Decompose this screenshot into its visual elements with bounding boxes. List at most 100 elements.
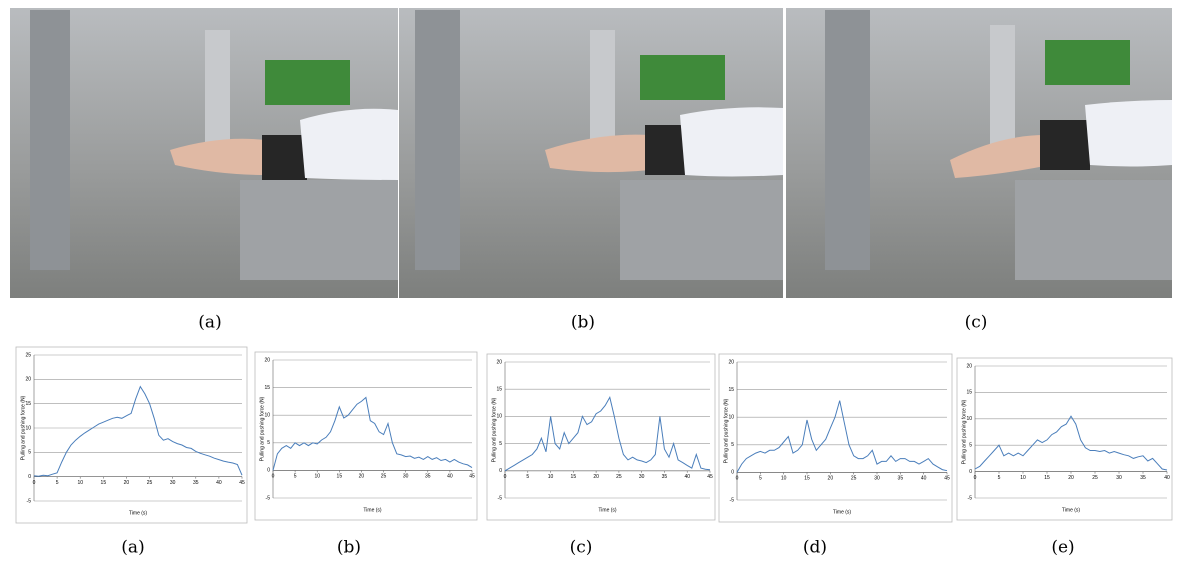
x-tick-label: 25	[381, 474, 387, 480]
x-tick-label: 0	[974, 475, 977, 481]
chart-caption: (b)	[337, 538, 361, 558]
y-tick-label: 20	[728, 359, 734, 365]
x-tick-label: 15	[101, 480, 107, 486]
x-tick-label: 45	[944, 476, 950, 482]
x-tick-label: 10	[314, 474, 320, 480]
x-tick-label: 5	[294, 474, 297, 480]
chart-frame	[486, 353, 716, 521]
x-tick-label: 35	[193, 480, 199, 486]
y-tick-label: -5	[968, 495, 973, 501]
y-tick-label: 0	[731, 470, 734, 476]
x-tick-label: 10	[548, 474, 554, 480]
x-tick-label: 20	[1068, 475, 1074, 481]
y-tick-label: 5	[969, 443, 972, 449]
y-tick-label: 10	[966, 416, 972, 422]
photo-caption: (c)	[965, 313, 988, 333]
x-tick-label: 40	[684, 474, 690, 480]
force-chart: -5 0 5 10 15 20 0 5 10 15 20 25 30 35 40 45 Time (s) Pull…	[486, 353, 716, 521]
y-axis-title: Pulling and pushing force (N)	[259, 396, 265, 461]
photo-caption: (a)	[198, 313, 221, 333]
x-tick-label: 10	[781, 476, 787, 482]
y-tick-label: 0	[28, 474, 31, 480]
photo-a	[10, 8, 398, 298]
y-tick-label: 5	[499, 441, 502, 447]
x-tick-label: 25	[851, 476, 857, 482]
x-tick-label: 40	[447, 474, 453, 480]
chart-caption: (e)	[1051, 538, 1074, 558]
x-tick-label: 35	[898, 476, 904, 482]
x-axis-title: Time (s)	[129, 510, 147, 516]
chart-caption: (c)	[570, 538, 593, 558]
y-tick-label: 20	[25, 377, 31, 383]
x-tick-label: 30	[170, 480, 176, 486]
y-tick-label: 10	[25, 425, 31, 431]
force-line	[504, 396, 711, 472]
y-tick-label: -5	[498, 495, 503, 501]
x-tick-label: 35	[425, 474, 431, 480]
x-axis-title: Time (s)	[1062, 507, 1080, 513]
y-tick-label: 0	[969, 469, 972, 475]
force-chart: -5 0 5 10 15 20 0 5 10 15 20 25 30 35 40 45 Time (s) Pull…	[718, 353, 953, 523]
x-tick-label: 15	[1044, 475, 1050, 481]
y-axis-title: Pulling and pushing force (N)	[491, 397, 497, 462]
x-tick-label: 15	[337, 474, 343, 480]
x-tick-label: 40	[1164, 475, 1170, 481]
y-tick-label: 0	[499, 468, 502, 474]
chart-frame	[956, 357, 1173, 521]
y-tick-label: -5	[266, 495, 271, 501]
y-tick-label: 10	[728, 415, 734, 421]
y-tick-label: 10	[264, 413, 270, 419]
chart-frame	[15, 346, 248, 524]
y-tick-label: 10	[496, 414, 502, 420]
x-tick-label: 25	[147, 480, 153, 486]
x-tick-label: 35	[662, 474, 668, 480]
y-axis-title: Pulling and pushing force (N)	[20, 395, 26, 460]
x-tick-label: 0	[33, 480, 36, 486]
x-tick-label: 15	[571, 474, 577, 480]
x-axis-title: Time (s)	[833, 509, 851, 515]
x-tick-label: 30	[1116, 475, 1122, 481]
x-tick-label: 0	[736, 476, 739, 482]
x-tick-label: 20	[828, 476, 834, 482]
x-tick-label: 20	[593, 474, 599, 480]
x-axis-title: Time (s)	[598, 507, 616, 513]
x-tick-label: 10	[1020, 475, 1026, 481]
force-line	[33, 385, 243, 477]
x-tick-label: 0	[504, 474, 507, 480]
photo-b	[399, 8, 783, 298]
x-tick-label: 30	[874, 476, 880, 482]
chart-frame	[254, 351, 478, 521]
y-tick-label: 15	[25, 401, 31, 407]
x-tick-label: 15	[804, 476, 810, 482]
force-line	[736, 400, 948, 473]
x-tick-label: 40	[216, 480, 222, 486]
x-tick-label: 20	[124, 480, 130, 486]
x-tick-label: 45	[707, 474, 713, 480]
x-tick-label: 25	[1092, 475, 1098, 481]
y-tick-label: 20	[496, 359, 502, 365]
y-tick-label: 25	[25, 352, 31, 358]
chart-caption: (d)	[803, 538, 827, 558]
x-tick-label: 20	[359, 474, 365, 480]
y-tick-label: 5	[731, 442, 734, 448]
x-tick-label: 5	[56, 480, 59, 486]
x-tick-label: 0	[272, 474, 275, 480]
y-tick-label: 5	[28, 450, 31, 456]
x-tick-label: 10	[77, 480, 83, 486]
y-tick-label: 15	[966, 390, 972, 396]
y-tick-label: 20	[264, 357, 270, 363]
y-tick-label: 5	[267, 440, 270, 446]
x-tick-label: 25	[616, 474, 622, 480]
photo-c	[786, 8, 1172, 298]
y-axis-title: Pulling and pushing force (N)	[723, 398, 729, 463]
y-tick-label: 20	[966, 363, 972, 369]
force-line	[272, 396, 473, 471]
force-chart: -5 0 5 10 15 20 25 0 5 10 15 20 25 30 35 40 45 Time (s) Pu…	[15, 346, 248, 524]
y-tick-label: 0	[267, 468, 270, 474]
x-tick-label: 5	[759, 476, 762, 482]
y-tick-label: -5	[730, 497, 735, 503]
y-axis-title: Pulling and pushing force (N)	[961, 399, 967, 464]
force-line	[974, 415, 1168, 471]
